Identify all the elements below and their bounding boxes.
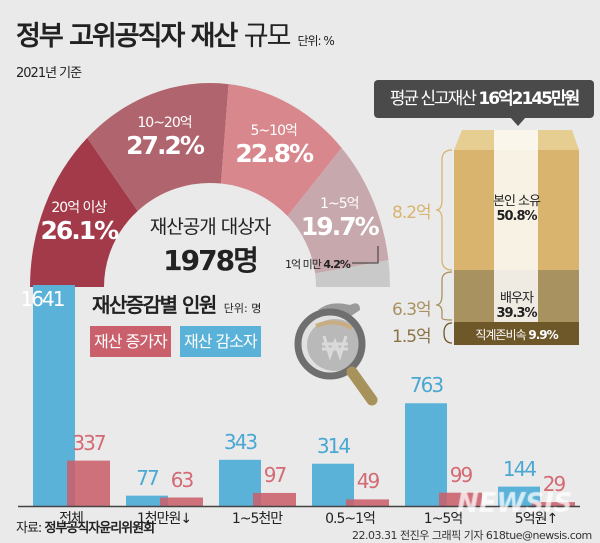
slice-4 [315, 260, 390, 287]
half-donut-chart [30, 83, 390, 287]
center-value: 1978명 [163, 244, 259, 277]
decrease-value-label: 314 [316, 433, 351, 458]
segment-label: 배우자 [500, 291, 534, 306]
segment-label: 본인 소유 [493, 194, 541, 209]
category-label: 1~5억 [423, 511, 463, 527]
basis-label: 2021년 기준 [16, 66, 82, 81]
slice-1 [87, 83, 229, 211]
slice-category: 1~5억 [320, 195, 359, 212]
decrease-value-label: 1641 [20, 287, 66, 311]
increase-bar [253, 492, 296, 506]
slice-value: 27.2% [126, 131, 205, 161]
category-label: 1~5천만 [231, 511, 283, 527]
slice-label: 10~20억 27.2% [126, 112, 205, 161]
slice-label: 5~10억 22.8% [235, 120, 314, 169]
increase-value-label: 63 [170, 467, 194, 492]
slice-2 [220, 84, 342, 217]
leader-line [352, 246, 379, 264]
source: 자료: 정부공직자윤리위원회 [16, 517, 155, 536]
decrease-value-label: 763 [409, 373, 444, 398]
slice-label-under-1: 1억 미만 4.2% [285, 256, 351, 272]
slice-0 [30, 137, 138, 287]
slice-category: 5~10억 [250, 123, 298, 140]
box-label-own: 본인 소유 50.8% [454, 190, 579, 224]
amount-spouse: 6.3억 [392, 300, 432, 320]
bar-chart-header: 재산증감별 인원 단위: 명 [92, 289, 261, 318]
donut-center-label: 재산공개 대상자 1978명 [149, 212, 271, 279]
decrease-value-label: 343 [223, 429, 258, 454]
page-header: 정부 고위공직자 재산 규모 단위: % [16, 14, 335, 53]
decrease-bar [126, 495, 168, 506]
center-caption: 재산공개 대상자 [149, 216, 271, 238]
slice-value: 19.7% [300, 211, 380, 241]
slice-label: 20억 이상 26.1% [40, 197, 119, 246]
category-label: 0.5~1억 [325, 511, 376, 527]
increase-bar [346, 499, 389, 506]
segment-percent: 50.8% [496, 209, 537, 224]
slice-category: 1억 미만 [285, 258, 322, 271]
source-label: 자료: [16, 521, 45, 536]
title-bold: 정부 고위공직자 재산 [16, 21, 238, 52]
amount-lineal: 1.5억 [392, 327, 432, 347]
tooltip-prefix: 평균 신고재산 [389, 89, 479, 109]
increase-value-label: 99 [449, 462, 473, 487]
newsis-watermark-logo [455, 484, 585, 518]
decrease-value-label: 77 [136, 465, 159, 490]
segment-percent: 9.9% [528, 328, 558, 342]
average-asset-tooltip: 평균 신고재산 16억2145만원 [374, 80, 594, 118]
increase-value-label: 337 [72, 430, 106, 455]
slice-label: 1~5억 19.7% [300, 193, 380, 241]
legend-increase: 재산 증가자 [90, 326, 171, 357]
decrease-bar [312, 463, 354, 506]
tooltip-value: 16억2145만원 [478, 89, 580, 109]
slice-category: 10~20억 [137, 115, 192, 132]
category-label: 1천만원↓ [136, 511, 192, 527]
slice-value: 22.8% [235, 139, 314, 169]
tooltip-arrow [510, 117, 526, 126]
source-name: 정부공직자윤리위원회 [44, 521, 155, 536]
credit: 22.03.31 전진우 그래픽 기자 618tue@newsis.com [352, 529, 592, 542]
increase-bar [160, 497, 203, 506]
increase-value-label: 97 [263, 462, 287, 487]
segment-label: 직계존비속 [475, 328, 526, 342]
legend-decrease: 재산 감소자 [180, 326, 261, 357]
bar-chart-title: 재산증감별 인원 [92, 293, 217, 317]
unit-label: 단위: % [297, 34, 334, 48]
segment-percent: 39.3% [496, 306, 537, 321]
slice-value: 26.1% [40, 216, 119, 246]
decrease-bar [405, 403, 447, 506]
slice-3 [287, 147, 389, 274]
title-light: 규모 [243, 21, 292, 52]
bar-chart-unit: 단위: 명 [223, 302, 262, 315]
slice-category: 20억 이상 [51, 200, 107, 217]
category-label: 전체 [59, 511, 84, 527]
amount-own: 8.2억 [392, 203, 432, 223]
decrease-value-label: 144 [502, 456, 537, 481]
slice-value: 4.2% [323, 258, 350, 271]
page-title: 정부 고위공직자 재산 규모 [16, 14, 292, 53]
box-label-lineal: 직계존비속 9.9% [454, 326, 579, 343]
increase-bar [67, 460, 110, 506]
increase-value-label: 49 [356, 469, 380, 494]
box-label-spouse: 배우자 39.3% [454, 287, 579, 321]
